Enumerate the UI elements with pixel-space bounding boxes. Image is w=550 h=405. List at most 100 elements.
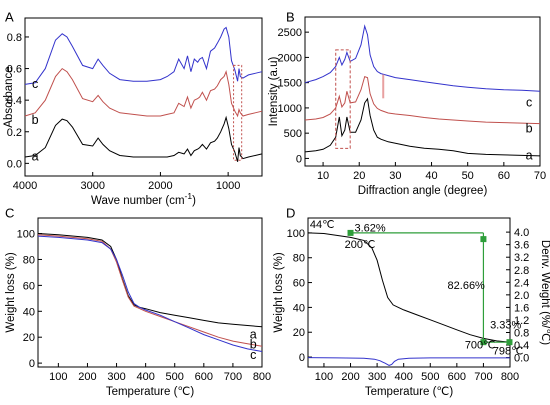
plot-frame — [307, 217, 511, 368]
x-tick-label: 500 — [421, 371, 439, 383]
y-tick-label: 0 — [29, 358, 35, 370]
y-tick-label: 2500 — [278, 27, 302, 39]
series-label: c — [32, 77, 38, 91]
y-axis-label: Weight loss (%) — [273, 252, 285, 332]
x-tick-label: 300 — [107, 371, 125, 383]
x-tick-label: 70 — [534, 170, 546, 182]
y2-tick-label: 0.4 — [514, 340, 529, 352]
series-label: a — [526, 148, 533, 162]
y2-tick-label: 0.8 — [514, 327, 529, 339]
y2-tick-label: 2.8 — [514, 265, 529, 277]
x-tick-label: 20 — [353, 170, 365, 182]
y-tick-label: 20 — [293, 327, 305, 339]
series-line-a — [304, 97, 541, 157]
annotation: 3.33% — [490, 320, 521, 332]
x-tick-label: 700 — [224, 371, 242, 383]
x-tick-label: 200 — [341, 371, 359, 383]
series-line-c — [37, 235, 263, 352]
y2-tick-label: 3.6 — [514, 240, 529, 252]
series-line-c — [304, 24, 541, 92]
annotation: 44℃ — [310, 219, 335, 231]
x-axis-label: Wave number (cm-1) — [91, 191, 196, 207]
annotation: 700℃ — [465, 339, 496, 351]
y-tick-label: 0.6 — [7, 64, 22, 76]
series-label: b — [32, 113, 39, 127]
marker — [480, 339, 487, 346]
x-tick-label: 400 — [395, 371, 413, 383]
panel-label: D — [286, 206, 295, 221]
x-tick-label: 200 — [78, 371, 96, 383]
plot-frame — [24, 17, 263, 177]
series-line-b — [37, 234, 263, 347]
highlight-box — [335, 49, 351, 149]
x-tick-label: 1000 — [216, 180, 240, 192]
y-axis-label: Absorbance — [3, 66, 15, 127]
y-tick-label: 1000 — [278, 103, 302, 115]
y-tick-label: 0 — [296, 153, 302, 165]
x-axis-label-end: ) — [192, 195, 196, 207]
y2-tick-label: 0.0 — [514, 353, 529, 365]
annotation: 3.62% — [355, 223, 386, 235]
series-line-a — [24, 115, 263, 162]
marker — [347, 229, 354, 236]
y-tick-label: 0.2 — [7, 127, 22, 139]
x-axis-label: Diffraction angle (degree) — [358, 185, 488, 197]
y-axis-label: Intensity (a.u) — [268, 56, 280, 126]
series-label: b — [250, 338, 257, 352]
y-tick-label: 0 — [299, 352, 305, 364]
y-tick-label: 100 — [287, 228, 305, 240]
highlight-box — [382, 74, 385, 99]
x-tick-label: 800 — [501, 371, 519, 383]
y-tick-label: 80 — [23, 254, 35, 266]
series-label: c — [250, 348, 256, 362]
y-tick-label: 100 — [17, 229, 35, 241]
x-tick-label: 700 — [474, 371, 492, 383]
annotation: 798℃ — [493, 346, 524, 358]
y-tick-label: 20 — [23, 332, 35, 344]
y-tick-label: 2000 — [278, 52, 302, 64]
annotation: 200℃ — [345, 239, 376, 251]
x-tick-label: 300 — [368, 371, 386, 383]
x-tick-label: 2000 — [148, 180, 172, 192]
x-tick-label: 3000 — [80, 180, 104, 192]
series-label: a — [250, 327, 257, 341]
x-tick-label: 600 — [195, 371, 213, 383]
x-tick-label: 600 — [448, 371, 466, 383]
panel-label: A — [5, 10, 14, 25]
chart-panel-b: B 10 20 30 40 50 60 70 0 500 1000 1500 2000 2500 Diffr… — [268, 10, 546, 197]
series-label: c — [526, 95, 532, 109]
x-tick-label: 500 — [166, 371, 184, 383]
y-tick-label: 40 — [23, 306, 35, 318]
x-tick-label: 50 — [462, 170, 474, 182]
y-tick-label: 1500 — [278, 78, 302, 90]
y-tick-label: 0.4 — [7, 95, 22, 107]
y-axis-label: Weight loss (%) — [5, 252, 17, 332]
series-line-weight-loss — [307, 232, 511, 343]
y-tick-label: 500 — [284, 128, 302, 140]
series-label: a — [32, 149, 39, 163]
x-tick-label: 4000 — [13, 180, 37, 192]
x-axis-label: Temperature (℃) — [106, 386, 194, 398]
y-tick-label: 0.8 — [7, 32, 22, 44]
plot-frame — [304, 16, 541, 167]
chart-panel-a: A 4000 3000 2000 1000 0.0 0.2 0.4 0.6 0.8 Wave num… — [3, 10, 263, 207]
y-tick-label: 0.0 — [7, 158, 22, 170]
x-tick-label: 40 — [425, 170, 437, 182]
y-tick-label: 40 — [293, 302, 305, 314]
x-tick-label: 10 — [317, 170, 329, 182]
x-axis-label-superscript: -1 — [185, 191, 193, 201]
series-line-deriv-weight — [307, 357, 510, 366]
annotation: 82.66% — [448, 280, 486, 292]
y2-axis-label: Deriv. Weight (%/℃) — [539, 240, 550, 345]
series-line-c — [24, 26, 263, 85]
series-line-b — [24, 67, 263, 118]
highlight-box — [233, 64, 243, 161]
y2-tick-label: 1.6 — [514, 302, 529, 314]
x-tick-label: 800 — [253, 371, 271, 383]
panel-label: C — [5, 206, 14, 221]
marker — [480, 236, 487, 243]
x-tick-label: 60 — [498, 170, 510, 182]
chart-panel-d: D 100 200 300 400 500 600 700 800 0 20 40 60 80 100 Tem… — [273, 206, 550, 398]
y2-tick-label: 4.0 — [514, 227, 529, 239]
